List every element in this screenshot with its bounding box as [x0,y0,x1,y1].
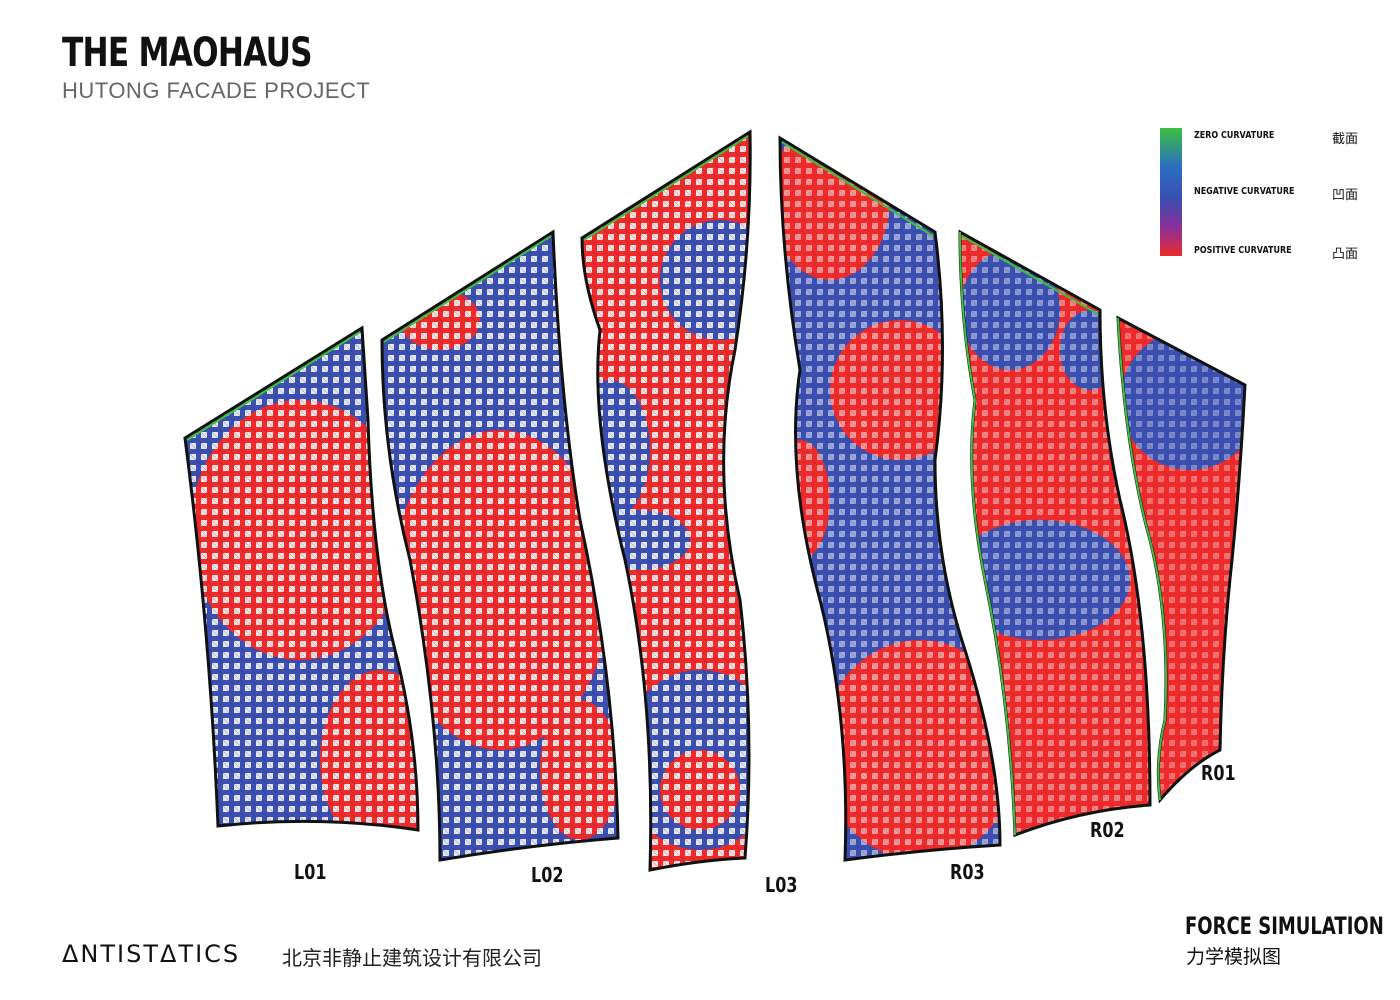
section-title-cn: 力学模拟图 [1186,946,1282,968]
legend-label-zero: ZERO CURVATURE [1194,130,1275,141]
page-title: THE MAOHAUS [62,30,313,76]
legend-label-positive: POSITIVE CURVATURE [1194,245,1292,256]
legend-cn-negative: 凹面 [1332,188,1359,203]
panel-label-l03: L03 [765,873,798,897]
panel-label-r01: R01 [1201,761,1236,785]
panel-label-l02: L02 [531,863,564,887]
brand-logo: ΔNTISTΔTICS [62,940,241,968]
page-subtitle: HUTONG FACADE PROJECT [62,78,371,103]
brand-chinese-name: 北京非静止建筑设计有限公司 [282,946,542,970]
legend-cn-positive: 凸面 [1332,247,1359,262]
legend-label-negative: NEGATIVE CURVATURE [1194,186,1295,197]
curvature-legend: ZERO CURVATURE 截面 NEGATIVE CURVATURE 凹面 … [1160,128,1380,262]
panel-label-l01: L01 [294,860,327,884]
legend-cn-zero: 截面 [1332,132,1359,147]
panel-label-r02: R02 [1090,818,1125,842]
section-title: FORCE SIMULATION [1185,912,1384,940]
panel-label-r03: R03 [950,860,985,884]
panel-edge-zero-curvature [186,135,1167,836]
legend-color-bar [1160,128,1182,256]
